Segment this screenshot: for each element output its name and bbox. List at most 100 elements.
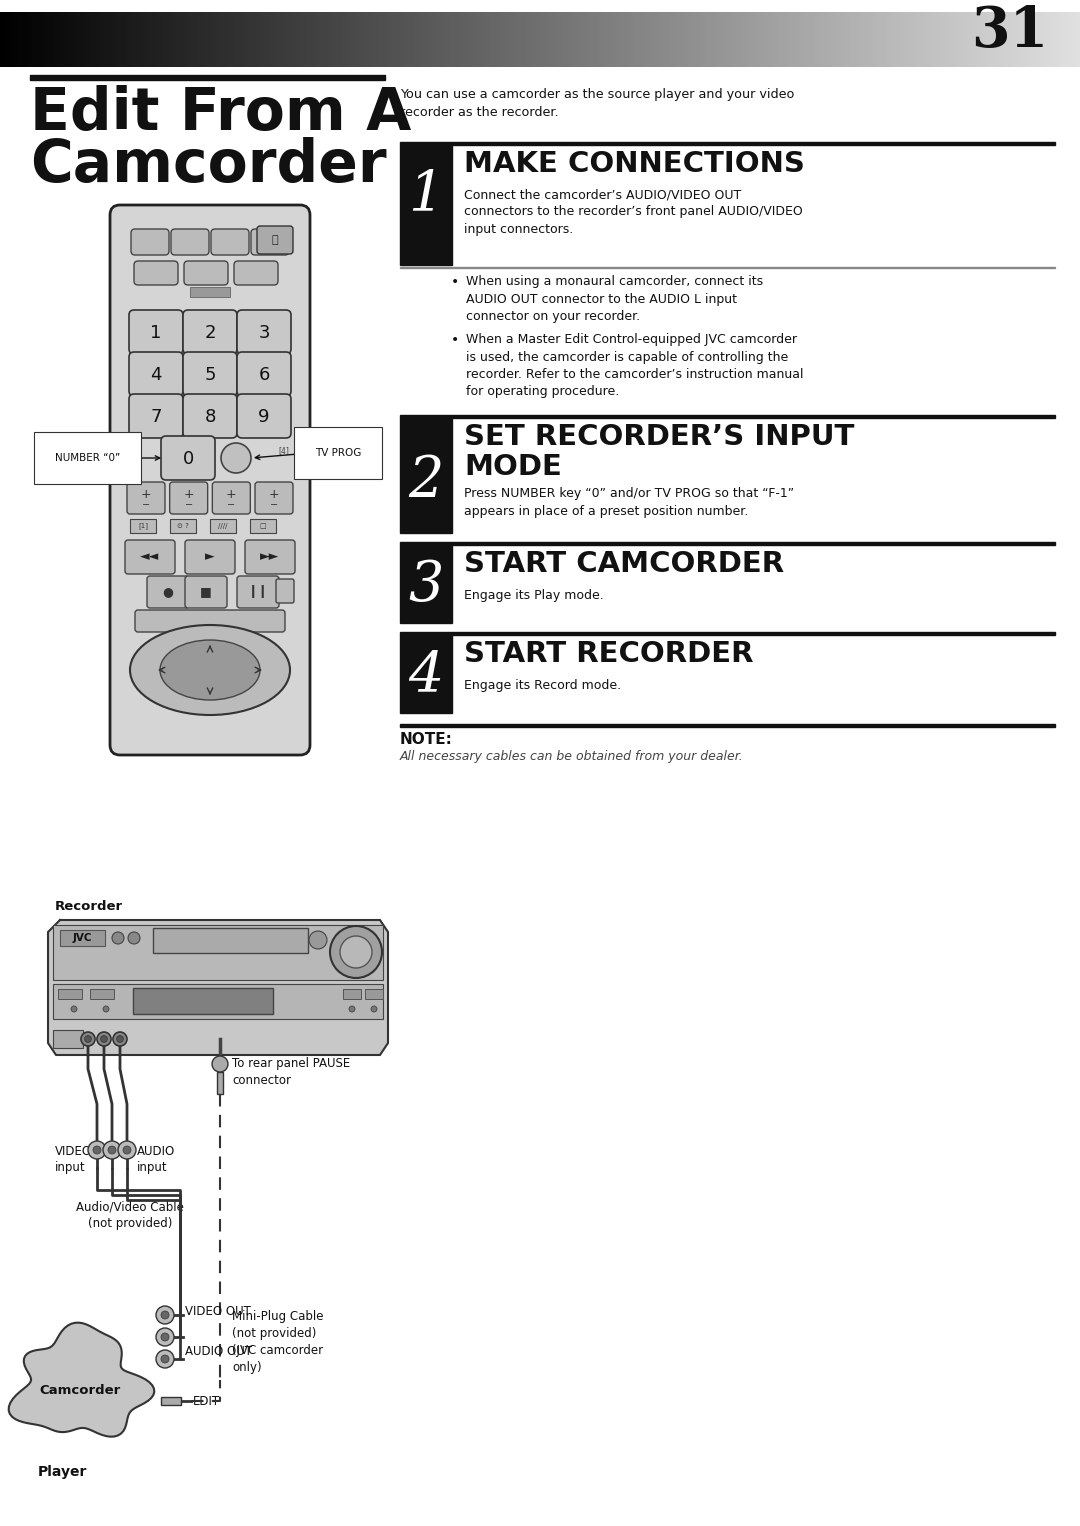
Ellipse shape (160, 639, 260, 700)
Bar (53, 984, 383, 1019)
FancyBboxPatch shape (134, 261, 178, 285)
Bar (353, 12, 357, 67)
Bar (932, 12, 937, 67)
Bar (14, 12, 19, 67)
Text: •: • (450, 275, 459, 288)
FancyBboxPatch shape (129, 353, 183, 397)
Bar (450, 12, 455, 67)
FancyBboxPatch shape (234, 261, 278, 285)
Bar (774, 12, 779, 67)
Bar (130, 12, 134, 67)
Bar (234, 12, 239, 67)
FancyBboxPatch shape (183, 394, 237, 438)
FancyBboxPatch shape (147, 575, 189, 607)
Text: +: + (184, 488, 194, 502)
Text: 3: 3 (258, 324, 270, 342)
Bar (821, 12, 825, 67)
Bar (57, 12, 63, 67)
Text: START CAMCORDER: START CAMCORDER (464, 549, 784, 578)
Bar (3, 12, 9, 67)
Bar (576, 12, 581, 67)
Bar (1008, 12, 1013, 67)
Bar (882, 12, 887, 67)
Bar (694, 12, 700, 67)
Bar (551, 12, 555, 67)
Bar (875, 12, 879, 67)
Bar (691, 12, 696, 67)
Bar (515, 12, 519, 67)
FancyBboxPatch shape (255, 482, 293, 514)
FancyBboxPatch shape (213, 482, 251, 514)
Bar (83, 12, 87, 67)
Bar (710, 12, 714, 67)
FancyArrowPatch shape (255, 453, 307, 459)
Bar (400, 632, 1055, 635)
Text: 6: 6 (258, 366, 270, 385)
Text: −: − (270, 501, 278, 510)
Bar (51, 12, 55, 67)
Bar (25, 12, 30, 67)
Text: +: + (269, 488, 280, 502)
Bar (623, 12, 627, 67)
Bar (651, 12, 657, 67)
FancyBboxPatch shape (211, 229, 249, 255)
Bar (116, 12, 120, 67)
Bar (1072, 12, 1078, 67)
Bar (896, 12, 901, 67)
Text: VIDEO OUT: VIDEO OUT (185, 1305, 251, 1318)
Bar (713, 12, 717, 67)
Bar (483, 12, 487, 67)
Circle shape (113, 1032, 127, 1045)
Circle shape (349, 1006, 355, 1012)
Bar (159, 12, 163, 67)
Text: +: + (140, 488, 151, 502)
Bar (338, 12, 343, 67)
Bar (32, 12, 37, 67)
Bar (796, 12, 800, 67)
Bar (208, 12, 214, 67)
Bar (716, 12, 721, 67)
Bar (688, 12, 692, 67)
Bar (511, 12, 516, 67)
Bar (1062, 12, 1067, 67)
FancyBboxPatch shape (251, 229, 289, 255)
Bar (586, 12, 592, 67)
FancyBboxPatch shape (276, 578, 294, 603)
Bar (375, 12, 379, 67)
Bar (165, 12, 171, 67)
Bar (824, 12, 829, 67)
Bar (608, 12, 613, 67)
Bar (324, 12, 328, 67)
Text: [1]: [1] (138, 522, 148, 530)
Text: ◄◄: ◄◄ (140, 551, 160, 563)
Circle shape (221, 443, 251, 473)
Text: 9: 9 (258, 407, 270, 426)
Bar (1048, 12, 1052, 67)
Text: ●: ● (163, 586, 174, 598)
Bar (414, 12, 419, 67)
Bar (936, 12, 941, 67)
Bar (18, 12, 23, 67)
FancyBboxPatch shape (184, 261, 228, 285)
Bar (392, 12, 397, 67)
Bar (400, 545, 453, 623)
Bar (68, 12, 73, 67)
Bar (262, 12, 268, 67)
Bar (273, 12, 279, 67)
Circle shape (84, 1036, 92, 1042)
Bar (699, 12, 703, 67)
Bar (1058, 12, 1063, 67)
Bar (818, 12, 822, 67)
Bar (1037, 12, 1041, 67)
Bar (321, 12, 325, 67)
Circle shape (112, 932, 124, 945)
Bar (327, 12, 333, 67)
Bar (656, 12, 660, 67)
Bar (727, 12, 732, 67)
FancyBboxPatch shape (183, 310, 237, 354)
Bar (53, 925, 383, 980)
Bar (1029, 12, 1035, 67)
Bar (245, 12, 249, 67)
Bar (435, 12, 441, 67)
Bar (478, 12, 484, 67)
